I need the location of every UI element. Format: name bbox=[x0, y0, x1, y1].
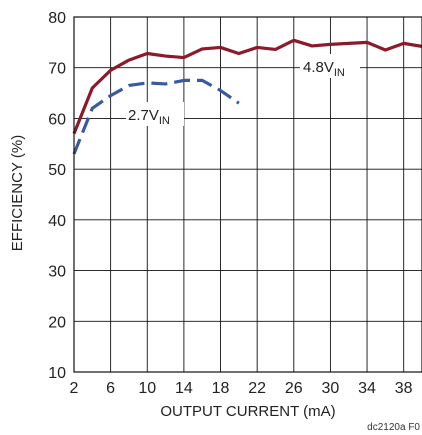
x-tick-label: 14 bbox=[175, 380, 193, 397]
y-tick-label: 40 bbox=[48, 213, 66, 230]
x-tick-label: 26 bbox=[285, 380, 303, 397]
y-tick-label: 10 bbox=[48, 365, 66, 382]
y-tick-label: 50 bbox=[48, 162, 66, 179]
series-label-2v7: 2.7VIN bbox=[126, 102, 184, 127]
series-label-4v8: 4.8VIN bbox=[300, 54, 360, 79]
y-tick-label: 80 bbox=[48, 10, 66, 27]
x-tick-label: 38 bbox=[395, 380, 413, 397]
series-label-2v7-sub: IN bbox=[159, 115, 170, 127]
y-axis-title: EFFICIENCY (%) bbox=[9, 135, 26, 251]
x-tick-label: 10 bbox=[138, 380, 156, 397]
x-tick-label: 6 bbox=[106, 380, 115, 397]
y-tick-label: 60 bbox=[48, 111, 66, 128]
y-tick-label: 30 bbox=[48, 264, 66, 281]
series-label-2v7-main: 2.7V bbox=[128, 107, 159, 124]
x-tick-label: 18 bbox=[212, 380, 230, 397]
y-tick-label: 70 bbox=[48, 61, 66, 78]
series-label-4v8-main: 4.8V bbox=[303, 59, 334, 76]
y-tick-label: 20 bbox=[48, 314, 66, 331]
grid bbox=[74, 17, 422, 372]
x-tick-label: 22 bbox=[248, 380, 266, 397]
series-label-4v8-sub: IN bbox=[334, 67, 345, 79]
x-axis-title: OUTPUT CURRENT (mA) bbox=[160, 403, 335, 420]
x-tick-label: 34 bbox=[358, 380, 376, 397]
series-layer bbox=[74, 40, 422, 154]
x-tick-label: 30 bbox=[322, 380, 340, 397]
figure-code: dc2120a F0 bbox=[367, 422, 420, 433]
plot-frame bbox=[74, 17, 422, 372]
x-tick-label: 2 bbox=[70, 380, 79, 397]
